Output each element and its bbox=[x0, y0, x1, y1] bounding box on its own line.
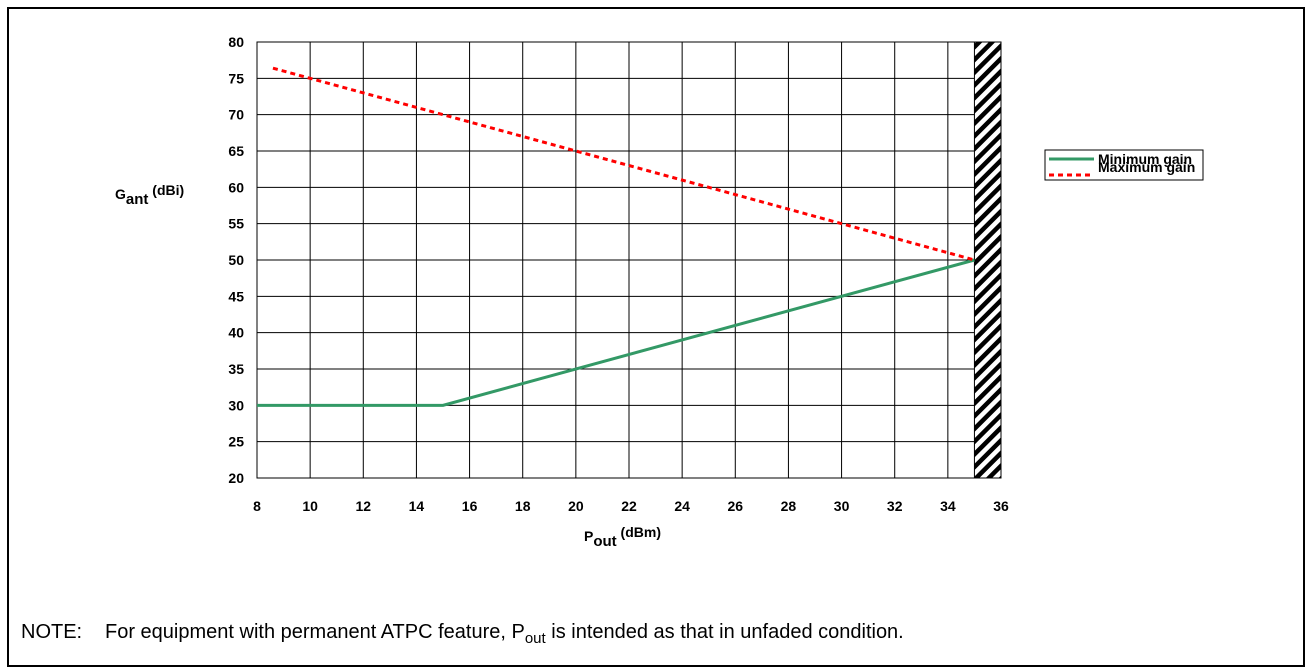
x-tick-label: 14 bbox=[409, 498, 425, 514]
x-tick-label: 36 bbox=[993, 498, 1009, 514]
y-tick-label: 25 bbox=[228, 434, 244, 450]
y-tick-label: 60 bbox=[228, 179, 244, 195]
x-tick-label: 24 bbox=[674, 498, 690, 514]
x-tick-label: 10 bbox=[302, 498, 318, 514]
series-line-minimum-gain bbox=[257, 258, 975, 407]
x-tick-label: 30 bbox=[834, 498, 850, 514]
legend-label-minimum-gain: Minimum gain bbox=[1098, 151, 1192, 167]
note-text-after: is intended as that in unfaded condition… bbox=[545, 621, 904, 643]
series bbox=[257, 66, 975, 407]
x-tick-label: 12 bbox=[355, 498, 371, 514]
x-tick-label: 16 bbox=[462, 498, 478, 514]
legend-label-maximum-gain: Maximum gain bbox=[1098, 159, 1195, 175]
legend: Minimum gain Maximum gain bbox=[1044, 149, 1204, 181]
y-tick-label: 65 bbox=[228, 143, 244, 159]
x-tick-label: 34 bbox=[940, 498, 956, 514]
y-tick-label: 35 bbox=[228, 361, 244, 377]
y-tick-label: 40 bbox=[228, 325, 244, 341]
x-tick-label: 26 bbox=[727, 498, 743, 514]
plot-border bbox=[256, 41, 1002, 479]
x-tick-label: 20 bbox=[568, 498, 584, 514]
note-subscript: out bbox=[524, 630, 546, 647]
grid bbox=[256, 41, 1002, 479]
y-tick-label: 55 bbox=[228, 216, 244, 232]
note-text-before: For equipment with permanent ATPC featur… bbox=[105, 621, 525, 643]
y-tick-label: 80 bbox=[228, 34, 244, 50]
figure-note: NOTE: For equipment with permanent ATPC f… bbox=[21, 621, 904, 647]
x-tick-label: 32 bbox=[887, 498, 903, 514]
y-tick-label: 30 bbox=[228, 397, 244, 413]
x-tick-label: 28 bbox=[781, 498, 797, 514]
chart: 8 10 12 14 16 18 20 22 24 26 28 30 32 34 36 20 25 30 35 40 4… bbox=[115, 34, 1204, 550]
tick-labels: 8 10 12 14 16 18 20 22 24 26 28 30 32 34 36 20 25 30 35 40 4… bbox=[228, 34, 1009, 514]
y-axis-label: Gant (dBi) bbox=[115, 182, 184, 208]
x-tick-label: 22 bbox=[621, 498, 637, 514]
y-tick-label: 70 bbox=[228, 107, 244, 123]
y-tick-label: 45 bbox=[228, 288, 244, 304]
y-tick-label: 75 bbox=[228, 70, 244, 86]
excluded-region-hatch bbox=[973, 41, 1002, 479]
series-line-maximum-gain bbox=[272, 66, 975, 262]
x-axis-label: Pout (dBm) bbox=[584, 524, 661, 550]
y-tick-label: 20 bbox=[228, 470, 244, 486]
x-tick-label: 18 bbox=[515, 498, 531, 514]
x-tick-label: 8 bbox=[253, 498, 261, 514]
note-label: NOTE: bbox=[21, 621, 83, 643]
y-tick-label: 50 bbox=[228, 252, 244, 268]
